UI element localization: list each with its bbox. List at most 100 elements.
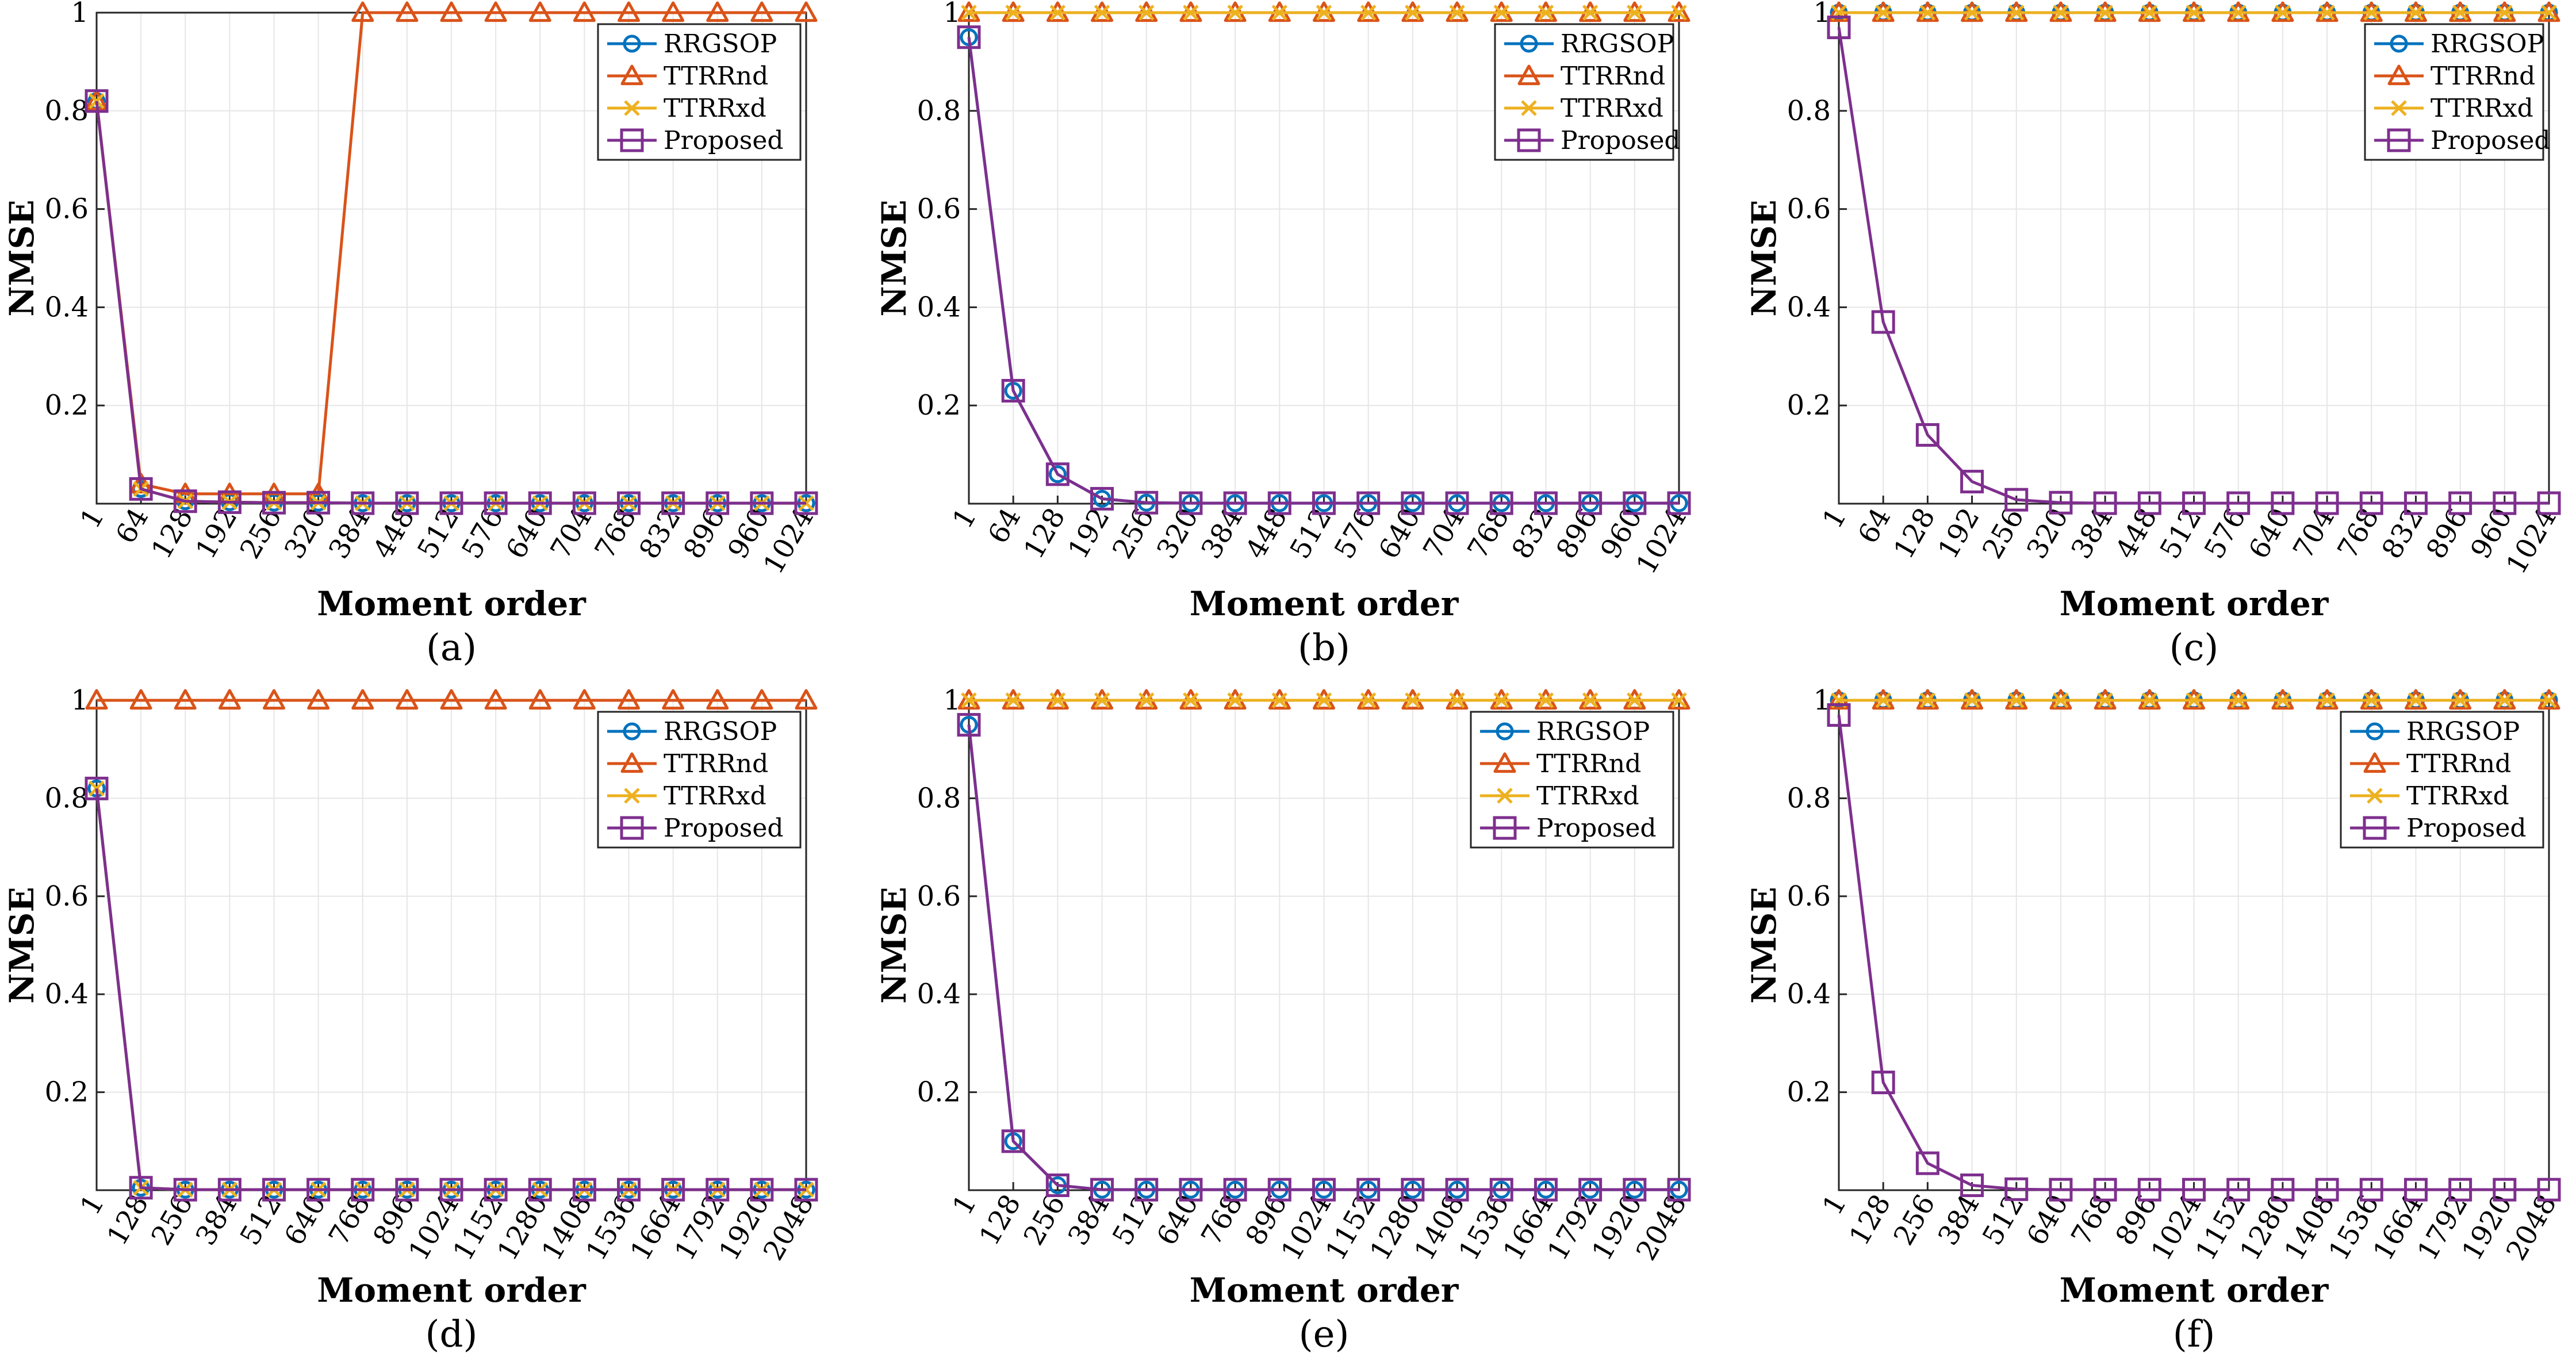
- legend-marker-rrgsop: [1520, 34, 1538, 53]
- legend-box: [2340, 711, 2544, 849]
- series-proposed-marker: [2359, 491, 2383, 515]
- series-proposed-marker: [2448, 1178, 2472, 1202]
- y-tick-label: 0.6: [1787, 880, 1831, 912]
- series-proposed-marker: [1667, 491, 1691, 515]
- x-tick-label: 256: [1017, 1189, 1071, 1251]
- x-tick-label: 640: [2242, 503, 2297, 564]
- series-ttrrxd-marker: [2230, 5, 2247, 21]
- series-proposed-marker: [2226, 1178, 2251, 1202]
- series-proposed-marker: [2182, 491, 2206, 515]
- x-tick-label: 768: [589, 503, 643, 564]
- series-ttrrnd-marker: [750, 1, 773, 22]
- series-proposed-marker: [1267, 491, 1291, 515]
- series-ttrrnd-marker: [484, 689, 507, 710]
- x-tick-label: 640: [1151, 1189, 1205, 1251]
- legend-marker-ttrrxd: [2367, 788, 2383, 804]
- x-tick-label: 128: [1887, 503, 1941, 564]
- series-proposed-marker: [2359, 1178, 2383, 1202]
- series-ttrrnd-marker: [795, 1, 818, 22]
- legend-label: Proposed: [2406, 814, 2527, 843]
- series-ttrrxd-marker: [2275, 692, 2291, 708]
- series-ttrrxd-marker: [1627, 692, 1643, 708]
- legend-label: Proposed: [2431, 126, 2551, 155]
- series-proposed-marker: [1090, 1178, 1114, 1202]
- series-ttrrxd-marker: [1493, 692, 1510, 708]
- series-ttrrxd-marker: [1875, 692, 1891, 708]
- series-proposed-marker: [1827, 703, 1851, 727]
- x-tick-label: 448: [2109, 503, 2163, 564]
- series-proposed-marker: [572, 491, 596, 515]
- series-ttrrxd-marker: [961, 5, 977, 21]
- series-proposed-marker: [1623, 1178, 1647, 1202]
- series-proposed-marker: [2182, 1178, 2206, 1202]
- x-tick-label: 512: [2154, 503, 2208, 564]
- y-tick-label: 0.8: [1787, 95, 1831, 127]
- x-tick-label: 192: [1062, 503, 1116, 564]
- series-proposed-marker: [217, 1178, 241, 1202]
- series-ttrrxd-marker: [1138, 692, 1155, 708]
- legend-marker-ttrrnd: [620, 64, 643, 86]
- x-tick-label: 896: [2420, 503, 2474, 564]
- series-proposed-marker: [1445, 491, 1469, 515]
- legend-label: TTRRnd: [664, 62, 768, 91]
- y-tick-label: 0.8: [917, 782, 961, 814]
- series-ttrrxd-marker: [1405, 692, 1421, 708]
- series-ttrrxd-marker: [2319, 692, 2335, 708]
- x-tick-label: 256: [1887, 1189, 1941, 1251]
- x-tick-label: 512: [1106, 1189, 1160, 1251]
- series-proposed-marker: [957, 25, 981, 49]
- x-tick-label: 1: [74, 1189, 111, 1220]
- series-proposed-marker: [1401, 491, 1425, 515]
- series-ttrrxd-marker: [1538, 5, 1554, 21]
- series-proposed-marker: [1915, 1151, 1939, 1175]
- series-proposed-marker: [129, 477, 153, 501]
- series-layer: [85, 1, 818, 515]
- series-proposed-marker: [2004, 1177, 2029, 1201]
- y-tick-label: 0.2: [45, 1076, 89, 1109]
- series-proposed-marker: [1312, 1178, 1336, 1202]
- x-tick-label: 896: [1550, 503, 1604, 564]
- x-tick-label: 384: [1195, 503, 1249, 564]
- series-proposed-marker: [1623, 491, 1647, 515]
- x-tick-label: 768: [1195, 1189, 1249, 1251]
- series-rrgsop-marker: [1048, 465, 1067, 484]
- series-proposed-marker: [661, 1178, 685, 1202]
- series-ttrrnd-marker: [351, 689, 374, 710]
- series-ttrrxd-marker: [1005, 5, 1021, 21]
- legend-label: Proposed: [1536, 814, 1657, 843]
- series-proposed-marker: [1001, 379, 1025, 403]
- series-proposed-marker: [1915, 423, 1939, 447]
- x-axis-label: Moment order: [317, 584, 586, 623]
- series-proposed-marker: [661, 491, 685, 515]
- y-tick-label: 0.6: [1787, 193, 1831, 225]
- x-axis-label: Moment order: [2060, 1271, 2329, 1310]
- x-tick-label: 832: [2376, 503, 2430, 564]
- series-ttrrxd-marker: [961, 692, 977, 708]
- legend-label: Proposed: [664, 126, 784, 155]
- series-ttrrxd-marker: [1671, 5, 1687, 21]
- series-proposed-marker: [262, 1178, 286, 1202]
- legend-label: RRGSOP: [2431, 29, 2544, 59]
- series-proposed-marker: [1960, 470, 1984, 494]
- legend-marker-rrgsop: [1496, 722, 1514, 741]
- series-proposed-marker: [1001, 1129, 1025, 1153]
- series-ttrrnd-marker: [396, 1, 419, 22]
- series-ttrrxd-marker: [1183, 692, 1199, 708]
- legend-label: TTRRnd: [2431, 62, 2535, 91]
- legend-label: Proposed: [664, 814, 784, 843]
- series-proposed-marker: [2093, 1178, 2117, 1202]
- series-ttrrxd-marker: [2408, 692, 2424, 708]
- series-proposed-marker: [617, 1178, 641, 1202]
- series-proposed-marker: [1179, 491, 1203, 515]
- series-proposed-marker: [2493, 491, 2517, 515]
- series-ttrrnd-marker: [573, 689, 596, 710]
- series-proposed-marker: [794, 1178, 818, 1202]
- panel-caption: (f): [2173, 1313, 2215, 1356]
- series-proposed-marker: [1445, 1178, 1469, 1202]
- series-proposed-marker: [2093, 491, 2117, 515]
- series-proposed-line: [967, 724, 1679, 1191]
- y-tick-label: 1: [71, 0, 89, 29]
